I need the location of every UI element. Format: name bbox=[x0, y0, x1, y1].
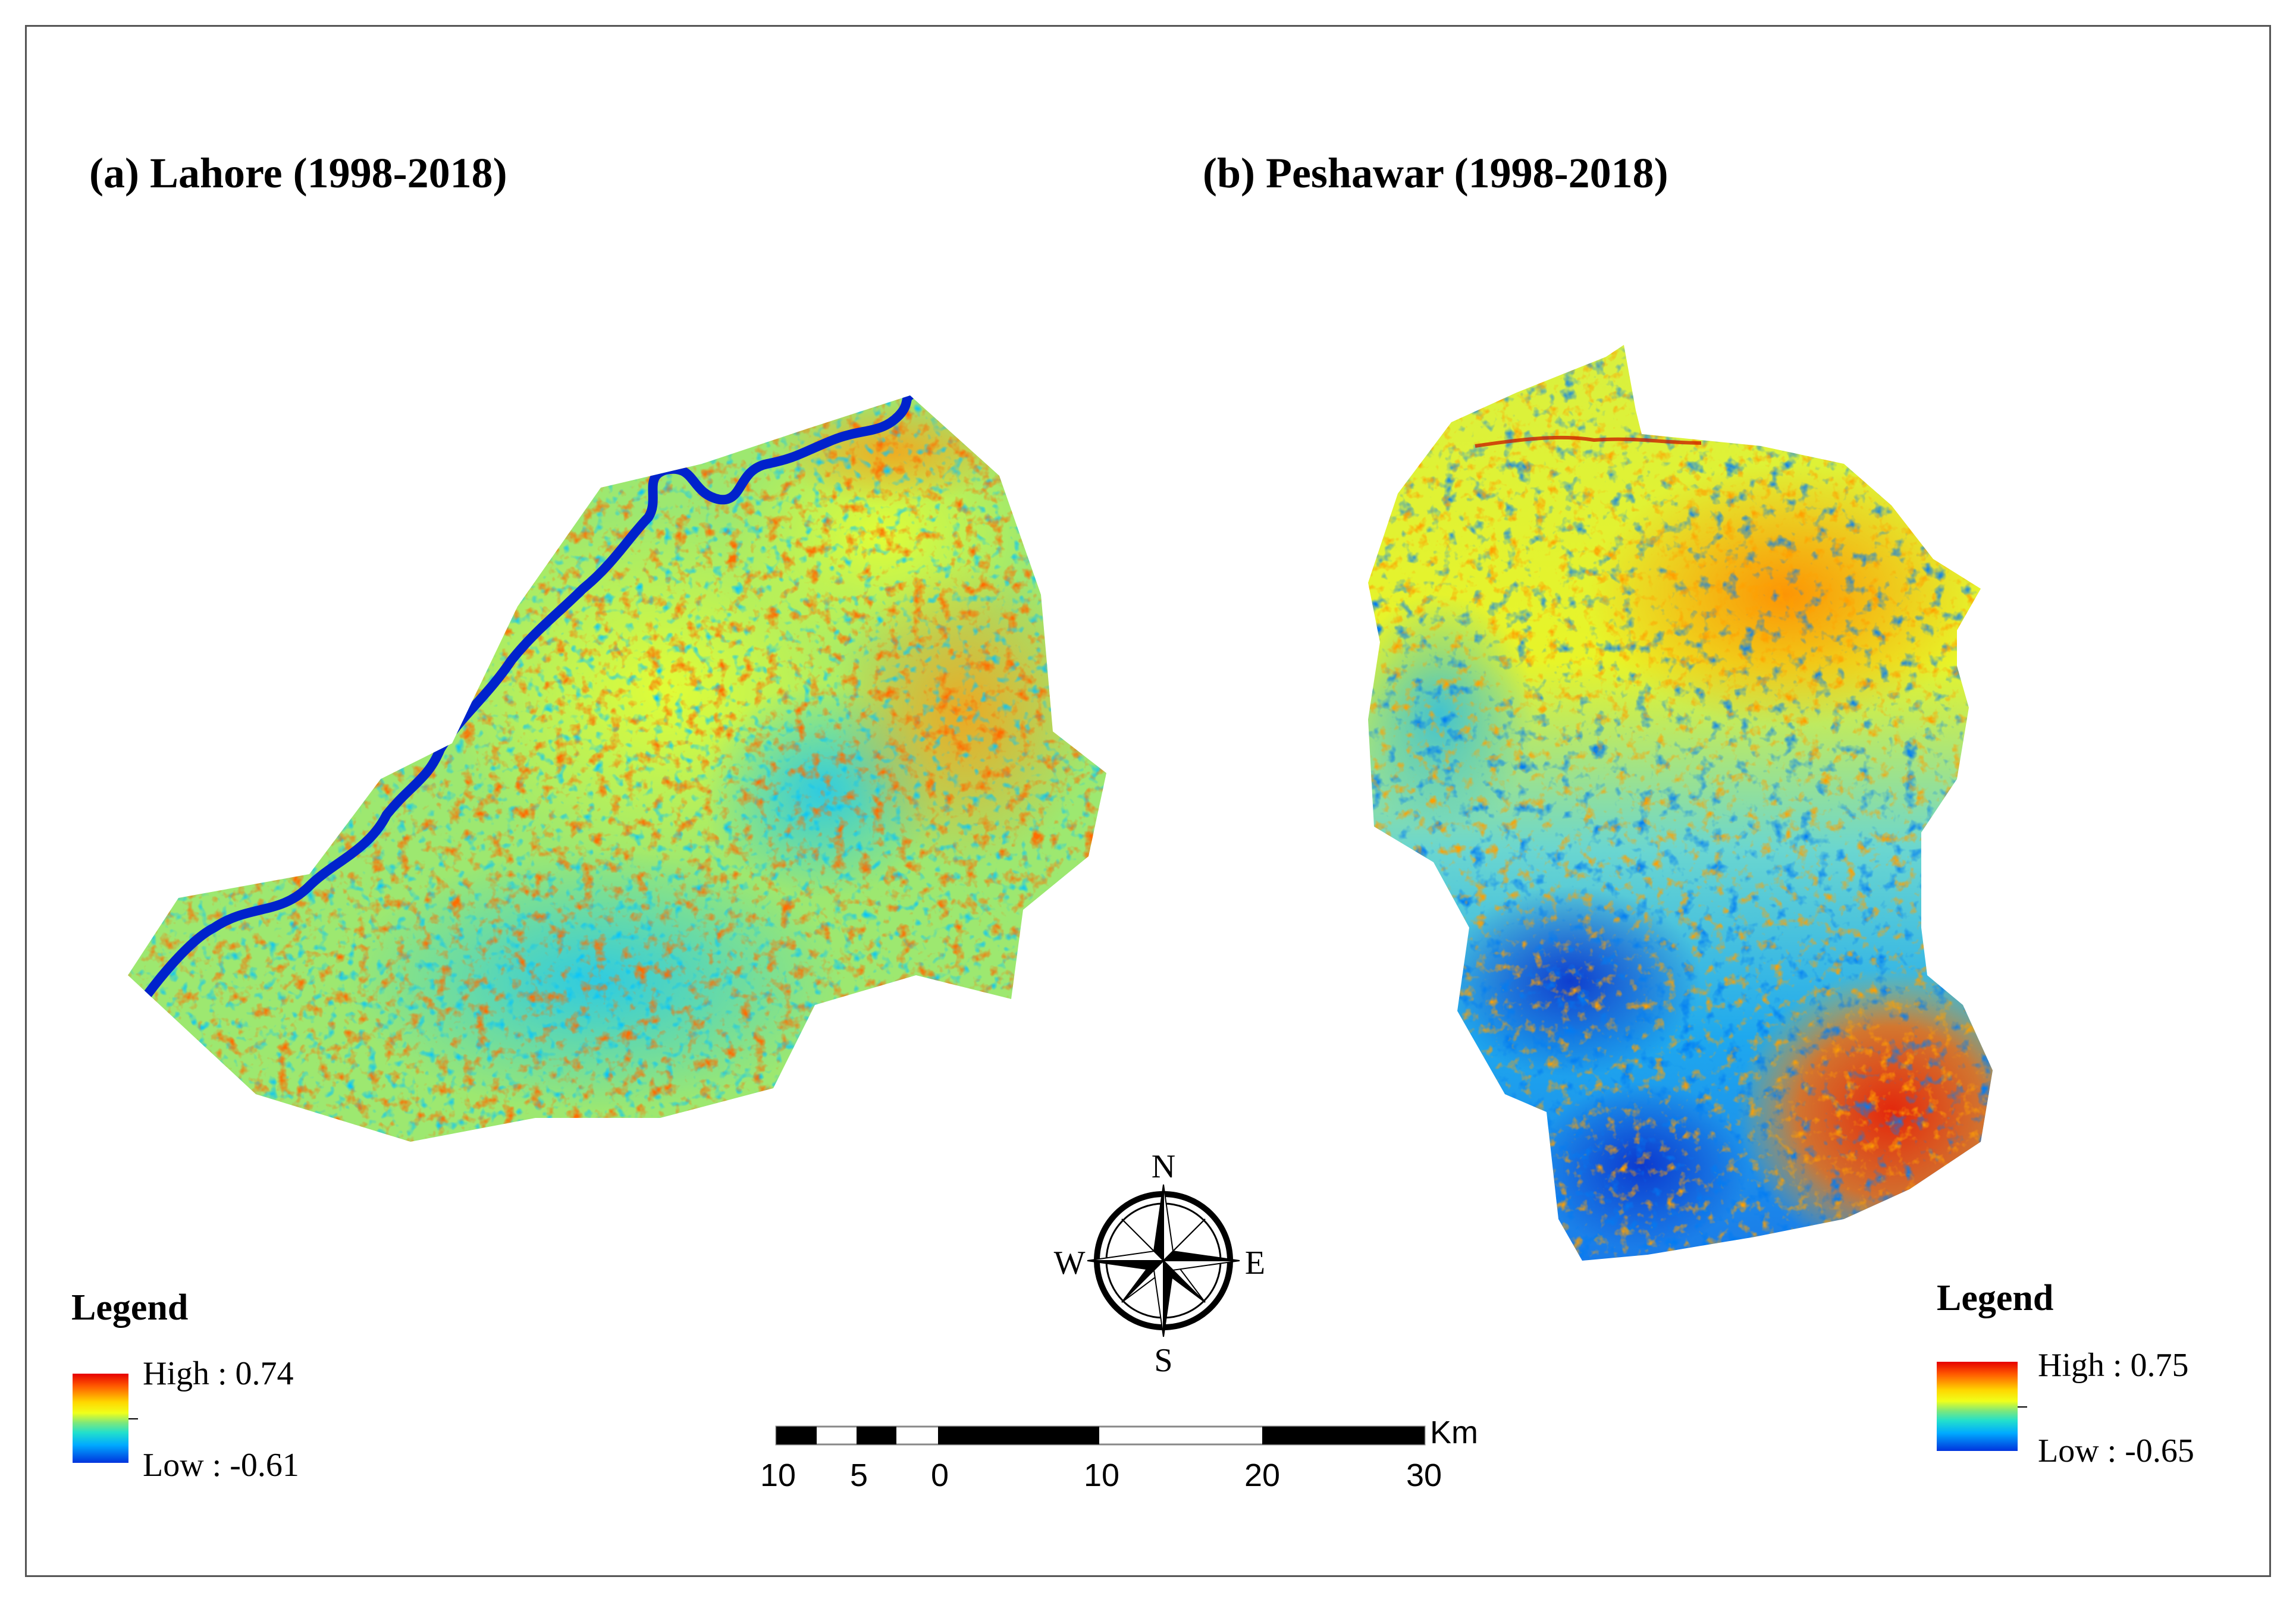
legend-b-title: Legend bbox=[1937, 1278, 2054, 1318]
scale-segment bbox=[1262, 1427, 1425, 1444]
scale-segment bbox=[776, 1427, 817, 1444]
scale-label: 10 bbox=[1083, 1457, 1120, 1493]
scale-unit-label: Km bbox=[1430, 1415, 1478, 1450]
compass-east-label: E bbox=[1244, 1245, 1266, 1281]
legend-a-high-label: High : 0.74 bbox=[143, 1355, 294, 1392]
panel-b-title: (b) Peshawar (1998-2018) bbox=[1203, 149, 1668, 197]
scale-label: 20 bbox=[1244, 1457, 1281, 1493]
scale-label: 0 bbox=[930, 1457, 949, 1493]
scale-segment bbox=[938, 1427, 1099, 1444]
legend-a-low-label: Low : -0.61 bbox=[143, 1447, 299, 1484]
scale-label: 10 bbox=[760, 1457, 796, 1493]
scale-bar bbox=[775, 1425, 1426, 1446]
legend-a-color-ramp bbox=[73, 1374, 128, 1463]
legend-b-high-label: High : 0.75 bbox=[2038, 1347, 2189, 1384]
compass-rose bbox=[1087, 1184, 1240, 1337]
legend-b-tick bbox=[2018, 1406, 2027, 1408]
legend-b-color-ramp bbox=[1937, 1362, 2018, 1451]
panel-a-title: (a) Lahore (1998-2018) bbox=[89, 149, 507, 197]
compass-star-major bbox=[1087, 1184, 1240, 1337]
legend-b-low-label: Low : -0.65 bbox=[2038, 1433, 2194, 1469]
scale-segment bbox=[857, 1427, 896, 1444]
compass-south-label: S bbox=[1154, 1342, 1173, 1379]
legend-a-tick bbox=[128, 1418, 138, 1419]
compass-north-label: N bbox=[1151, 1148, 1176, 1185]
scale-label: 30 bbox=[1406, 1457, 1442, 1493]
legend-a-title: Legend bbox=[71, 1287, 189, 1328]
compass-west-label: W bbox=[1053, 1245, 1086, 1281]
scale-label: 5 bbox=[849, 1457, 868, 1493]
